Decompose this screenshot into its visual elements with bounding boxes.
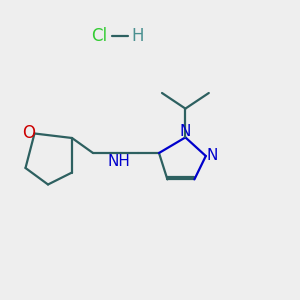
Text: H: H xyxy=(132,27,144,45)
Text: NH: NH xyxy=(107,154,130,169)
Text: N: N xyxy=(180,124,191,139)
Text: O: O xyxy=(22,124,36,142)
Text: Cl: Cl xyxy=(91,27,107,45)
Text: N: N xyxy=(207,148,218,164)
